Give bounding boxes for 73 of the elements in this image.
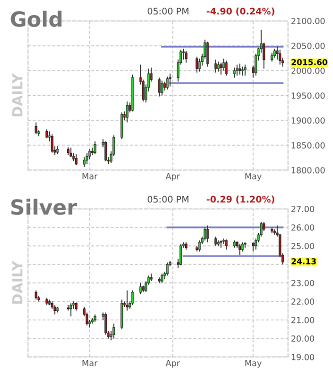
candlestick bbox=[241, 242, 244, 252]
y-tick-label: 26.00 bbox=[291, 224, 314, 231]
x-tick-label: Mar bbox=[82, 360, 98, 366]
candlestick bbox=[236, 64, 238, 76]
y-tick-label: 21.00 bbox=[291, 316, 314, 324]
chart-title: Gold bbox=[10, 10, 62, 27]
candlestick bbox=[244, 64, 246, 76]
text: 05:00 PM bbox=[148, 8, 188, 15]
y-tick-label: 22.00 bbox=[291, 298, 314, 305]
candlestick bbox=[166, 76, 169, 90]
candlestick bbox=[262, 221, 266, 232]
candlestick bbox=[166, 262, 169, 276]
x-tick-label: Apr bbox=[166, 173, 180, 181]
candlestick bbox=[238, 244, 241, 256]
candlestick bbox=[241, 66, 244, 76]
y-tick-label: 1900.00 bbox=[292, 117, 325, 124]
x-tick-label: Apr bbox=[166, 360, 180, 368]
annotation: 2015.60 bbox=[292, 59, 328, 66]
candlestick bbox=[184, 50, 188, 64]
candlestick bbox=[204, 226, 206, 241]
y-tick-label: 1950.00 bbox=[292, 92, 325, 99]
candlestick bbox=[233, 67, 236, 78]
candlestick bbox=[220, 240, 222, 248]
candlestick bbox=[206, 41, 209, 68]
x-tick-label: Mar bbox=[82, 173, 98, 180]
chart-title: Silver bbox=[11, 198, 77, 215]
candlestick bbox=[126, 101, 128, 123]
y-tick-label: 1800.00 bbox=[292, 167, 325, 174]
y-tick-label: 19.00 bbox=[292, 354, 314, 360]
candlestick bbox=[278, 49, 282, 66]
candlestick bbox=[222, 58, 225, 72]
candlestick bbox=[120, 112, 124, 140]
candlestick bbox=[182, 48, 185, 60]
y-tick-label: 2100.00 bbox=[291, 18, 325, 24]
candlestick bbox=[276, 46, 279, 60]
candlestick bbox=[252, 242, 254, 252]
candlestick bbox=[238, 63, 241, 76]
candlestick bbox=[220, 62, 222, 76]
y-tick-label: 27.00 bbox=[291, 206, 314, 212]
candlestick bbox=[112, 323, 115, 339]
candlestick bbox=[126, 290, 128, 312]
y-tick-label: 25.00 bbox=[291, 242, 314, 250]
candlestick bbox=[180, 244, 182, 266]
candlestick bbox=[131, 290, 134, 306]
text: -4.90 (0.24%) bbox=[206, 8, 274, 16]
y-tick-label: 23.00 bbox=[291, 280, 314, 286]
x-tick-label: May bbox=[245, 360, 262, 368]
y-tick-label: 20.00 bbox=[291, 335, 314, 342]
text: 05:00 PM bbox=[148, 196, 188, 203]
candlestick bbox=[160, 80, 164, 96]
candlestick bbox=[88, 148, 91, 160]
candlestick bbox=[158, 77, 161, 97]
y-tick-label: 1850.00 bbox=[292, 142, 325, 149]
candlestick bbox=[225, 60, 228, 76]
y-tick-label: 2000.00 bbox=[291, 68, 325, 74]
candlestick bbox=[168, 73, 172, 87]
candlestick bbox=[196, 56, 198, 74]
candlestick bbox=[139, 282, 142, 294]
candlestick bbox=[94, 140, 96, 155]
candlestick bbox=[244, 242, 246, 248]
candlestick bbox=[214, 236, 217, 246]
annotation: 24.13 bbox=[292, 258, 316, 264]
y-tick-label: 2050.00 bbox=[291, 42, 325, 50]
candlestick bbox=[198, 240, 201, 252]
candlestick bbox=[217, 61, 220, 72]
candlestick bbox=[214, 59, 217, 74]
candlestick bbox=[206, 225, 209, 243]
x-tick-label: May bbox=[245, 173, 262, 181]
candlestick bbox=[225, 239, 228, 250]
candlestick bbox=[104, 312, 107, 336]
candlestick bbox=[104, 140, 107, 162]
text: -0.29 (1.20%) bbox=[206, 196, 274, 204]
candlestick bbox=[160, 273, 164, 284]
